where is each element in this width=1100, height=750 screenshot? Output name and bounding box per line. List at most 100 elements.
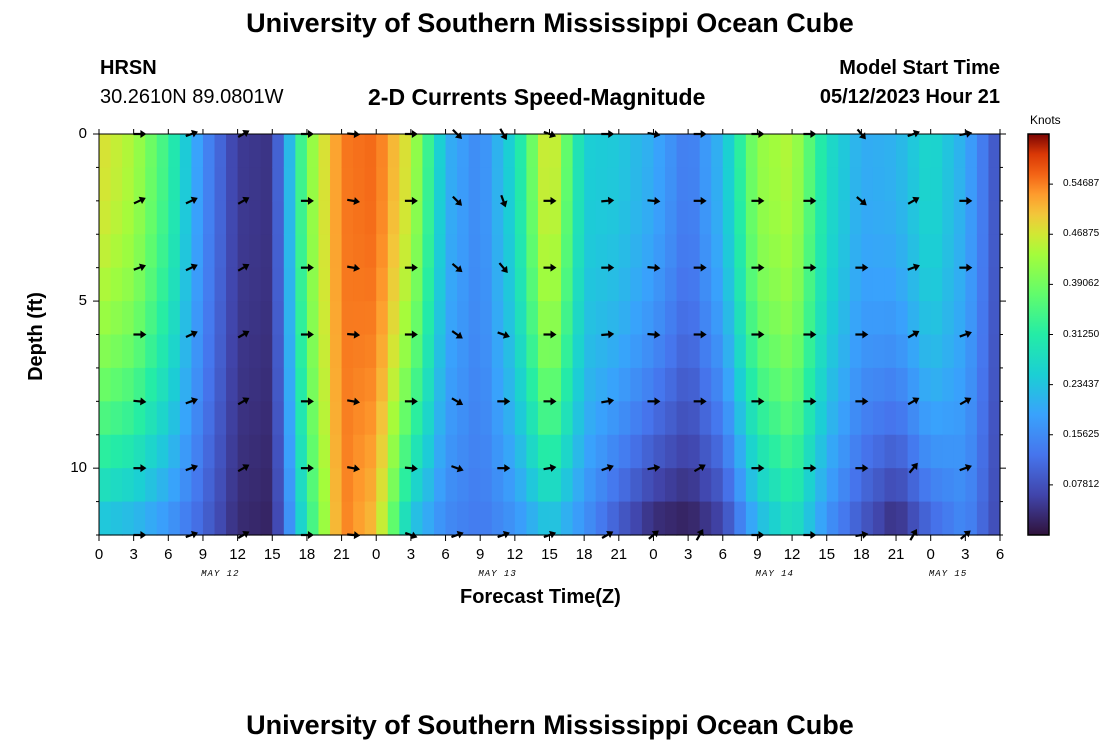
heatmap-cell xyxy=(341,167,354,202)
heatmap-cell xyxy=(387,468,400,503)
heatmap-cell xyxy=(676,200,689,235)
current-arrow xyxy=(237,330,250,339)
date-label: MAY 13 xyxy=(478,569,517,579)
heatmap-cell xyxy=(399,367,412,402)
heatmap-cell xyxy=(803,167,816,202)
heatmap-cell xyxy=(318,167,331,202)
current-arrow xyxy=(451,397,464,406)
heatmap-cell xyxy=(272,468,285,503)
heatmap-cell xyxy=(318,501,331,536)
heatmap-cell xyxy=(156,200,169,235)
heatmap-cell xyxy=(480,301,493,336)
heatmap-cell xyxy=(607,301,620,336)
heatmap-cell xyxy=(214,468,227,503)
heatmap-cell xyxy=(976,501,990,536)
heatmap-cell xyxy=(272,501,285,536)
heatmap-cell xyxy=(965,401,978,436)
heatmap-cell xyxy=(249,301,262,336)
heatmap-cell xyxy=(387,134,400,169)
heatmap-cell xyxy=(688,401,701,436)
heatmap-cell xyxy=(330,334,343,369)
heatmap-cell xyxy=(907,234,920,269)
heatmap-cell xyxy=(688,234,701,269)
heatmap-cell xyxy=(110,200,123,235)
current-arrow xyxy=(452,195,463,206)
heatmap-cell xyxy=(168,367,181,402)
heatmap-cell xyxy=(168,267,181,302)
heatmap-cell xyxy=(226,267,239,302)
current-arrow xyxy=(300,263,314,272)
heatmap-cell xyxy=(133,367,146,402)
current-arrow xyxy=(300,397,314,406)
heatmap-cell xyxy=(491,267,504,302)
heatmap-cell xyxy=(260,200,273,235)
heatmap-cell xyxy=(122,200,135,235)
heatmap-cell xyxy=(260,334,273,369)
heatmap-cell xyxy=(849,367,862,402)
heatmap-cell xyxy=(480,401,493,436)
heatmap-cell xyxy=(237,468,250,503)
heatmap-cell xyxy=(607,200,620,235)
heatmap-cell xyxy=(410,167,424,202)
heatmap-cell xyxy=(780,434,793,469)
heatmap-cell xyxy=(422,501,435,536)
current-arrow xyxy=(237,263,250,272)
heatmap-cell xyxy=(884,200,897,235)
heatmap-cell xyxy=(584,167,597,202)
heatmap-cell xyxy=(699,200,712,235)
current-arrow xyxy=(133,330,147,339)
heatmap-cell xyxy=(803,134,816,169)
heatmap-cell xyxy=(330,468,343,503)
heatmap-cell xyxy=(838,267,851,302)
heatmap-cell xyxy=(861,367,874,402)
heatmap-cell xyxy=(503,468,516,503)
heatmap-cell xyxy=(422,334,435,369)
heatmap-cell xyxy=(549,334,562,369)
heatmap-cell xyxy=(630,501,643,536)
heatmap-cell xyxy=(896,434,909,469)
heatmap-cell xyxy=(179,401,193,436)
current-arrow xyxy=(185,196,198,205)
heatmap-cell xyxy=(110,334,123,369)
chart-subtitle: 2-D Currents Speed-Magnitude xyxy=(368,84,706,110)
heatmap-cell xyxy=(410,501,424,536)
heatmap-cell xyxy=(168,501,181,536)
heatmap-cell xyxy=(226,334,239,369)
heatmap-cell xyxy=(884,401,897,436)
heatmap-cell xyxy=(364,434,377,469)
heatmap-cell xyxy=(480,234,493,269)
heatmap-cell xyxy=(792,434,805,469)
heatmap-cell xyxy=(260,367,273,402)
heatmap-cell xyxy=(295,267,308,302)
heatmap-cell xyxy=(364,301,377,336)
heatmap-cell xyxy=(191,401,204,436)
heatmap-cell xyxy=(445,468,458,503)
heatmap-cell xyxy=(214,501,227,536)
heatmap-cell xyxy=(318,434,331,469)
heatmap-cell xyxy=(561,468,574,503)
heatmap-cell xyxy=(734,401,747,436)
heatmap-cell xyxy=(179,434,193,469)
heatmap-cell xyxy=(260,234,273,269)
heatmap-cell xyxy=(907,167,920,202)
heatmap-cell xyxy=(433,367,447,402)
heatmap-cell xyxy=(953,267,966,302)
heatmap-cell xyxy=(480,334,493,369)
heatmap-cell xyxy=(376,200,389,235)
heatmap-cell xyxy=(526,200,539,235)
heatmap-cell xyxy=(491,434,504,469)
x-axis-label: Forecast Time(Z) xyxy=(460,586,621,608)
heatmap-cell xyxy=(526,401,539,436)
heatmap-cell xyxy=(433,434,447,469)
current-arrow xyxy=(347,197,361,205)
heatmap-cell xyxy=(260,434,273,469)
heatmap-cell xyxy=(768,401,782,436)
heatmap-cell xyxy=(295,234,308,269)
heatmap-cell xyxy=(688,367,701,402)
heatmap-cell xyxy=(584,501,597,536)
heatmap-cell xyxy=(272,134,285,169)
heatmap-cell xyxy=(168,134,181,169)
current-arrow xyxy=(693,330,707,339)
heatmap-cell xyxy=(526,134,539,169)
heatmap-cell xyxy=(676,367,689,402)
